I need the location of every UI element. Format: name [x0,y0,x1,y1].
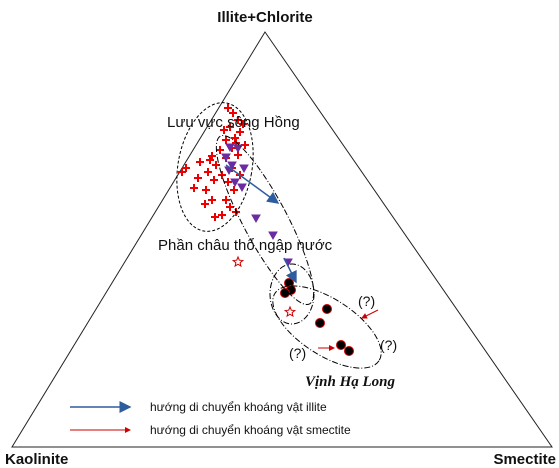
axis-label: Illite+Chlorite [217,9,312,26]
triangle-point [225,143,235,153]
plus-point [234,116,242,124]
plus-point [190,184,198,192]
illite-arrow [225,164,280,204]
uncertain-label: (?) [358,293,375,309]
delta-ellipse [215,134,315,306]
plus-point [196,158,204,166]
axis-label: Smectite [493,451,556,468]
plus-point [236,128,244,136]
plus-point [224,104,232,112]
plus-point [229,109,237,117]
axis-label: Kaolinite [5,451,68,468]
uncertain-label: (?) [289,345,306,361]
bay-ellipse [272,285,382,369]
plus-point [226,203,234,211]
cluster-ellipse [269,263,315,325]
region-label: Lưu vực sông Hồng [167,114,300,131]
triangle-point [227,161,237,171]
triangle-point [239,164,249,174]
plus-point [224,178,232,186]
plus-point [211,213,219,221]
illite-arrow [283,257,297,284]
star-point [283,305,297,318]
triangle-point [221,153,231,163]
plus-point [220,126,228,134]
plus-point [226,123,234,131]
dot-point [322,304,332,314]
uncertain-label: (?) [380,337,397,353]
legend-text: hướng di chuyển khoáng vật illite [150,400,327,414]
triangle [11,31,553,448]
triangle-point [237,183,247,193]
river-ellipse [176,102,254,232]
triangle-point [251,214,261,224]
dot-point [336,340,346,350]
plus-point [202,186,210,194]
star-point [231,255,245,268]
dot-point [344,346,354,356]
triangle-point [268,231,278,241]
smectite-arrow [361,309,379,319]
points [178,104,354,356]
plus-point [210,176,218,184]
plus-point [216,146,224,154]
region-label: Phần châu thổ ngập nước [158,237,333,254]
plus-point [204,168,212,176]
triangle-point [230,178,240,188]
triangle-point [233,144,243,154]
plus-point [239,120,247,128]
plus-point [194,174,202,182]
legend-text: hướng di chuyển khoáng vật smectite [150,423,351,437]
plus-point [201,200,209,208]
region-label: Vịnh Hạ Long [305,374,396,390]
plus-point [218,211,226,219]
dot-point [315,318,325,328]
dot-point [280,288,290,298]
plus-point [230,186,238,194]
plus-point [222,136,230,144]
plus-point [206,156,214,164]
plus-point [178,168,186,176]
plus-point [222,196,230,204]
plus-point [208,196,216,204]
plus-point [182,164,190,172]
